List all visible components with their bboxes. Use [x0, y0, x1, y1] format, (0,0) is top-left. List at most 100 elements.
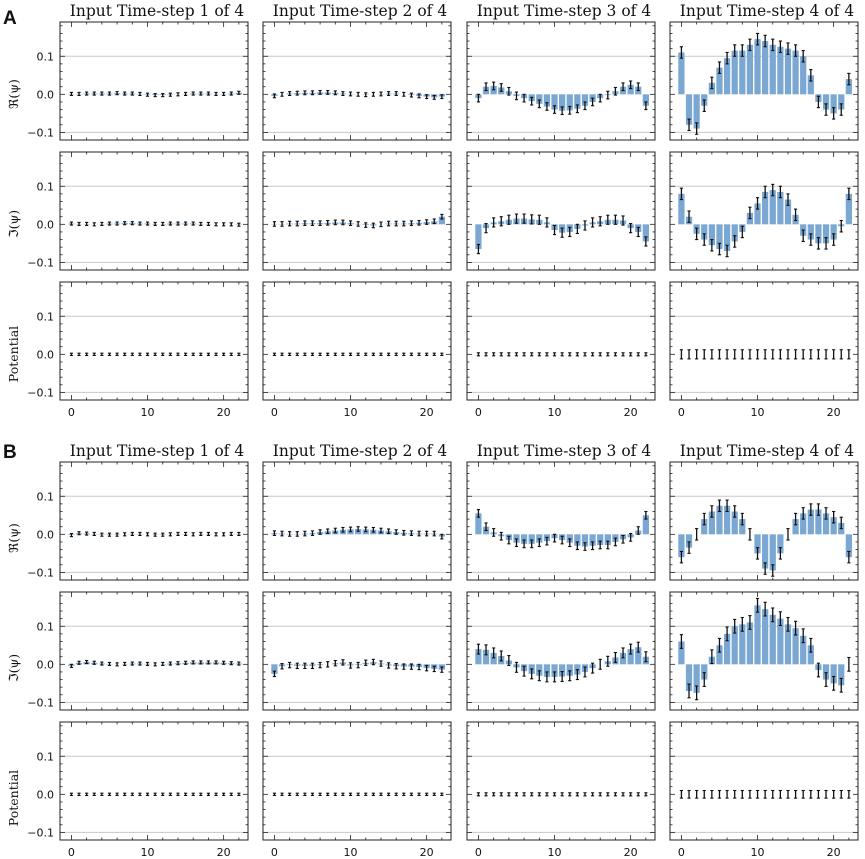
bar	[723, 505, 731, 535]
bar	[490, 652, 497, 665]
bar	[807, 75, 814, 95]
subplot-a-real-3	[466, 21, 656, 141]
bar	[475, 224, 482, 250]
x-tick-label: 20	[217, 406, 231, 419]
bar	[678, 193, 685, 225]
bar	[678, 641, 685, 665]
bar	[543, 664, 551, 677]
subplot-a-potential-3: 0 10 20	[466, 281, 656, 419]
bar	[685, 534, 693, 548]
bar	[822, 513, 830, 535]
bar	[716, 67, 723, 95]
bar	[723, 58, 731, 95]
ylabel-b-real: ℜ(ψ)	[6, 523, 21, 553]
y-tick-label: 0.0	[37, 788, 55, 801]
bar	[777, 191, 784, 225]
x-tick-label: 0	[271, 846, 278, 859]
axes-frame	[59, 721, 249, 841]
bar	[566, 94, 573, 111]
x-tick-label: 10	[548, 846, 562, 859]
bar	[845, 193, 852, 225]
bar	[830, 94, 837, 114]
bar	[762, 191, 769, 225]
bar	[701, 519, 708, 535]
bar	[716, 645, 723, 665]
y-tick-label: −0.1	[27, 566, 54, 579]
axes-frame	[669, 21, 859, 141]
x-tick-label: 0	[678, 846, 685, 859]
x-tick-label: 10	[751, 846, 765, 859]
axes-frame	[669, 721, 859, 841]
bar	[754, 534, 761, 554]
bar	[746, 44, 754, 95]
bar	[838, 94, 845, 110]
axes-frame	[59, 461, 249, 581]
bar	[807, 645, 814, 665]
x-tick-label: 0	[271, 406, 278, 419]
subplot-a-imag-1: 0.1 0.0 −0.1	[27, 151, 249, 271]
col-title-b-2: Input Time-step 2 of 4	[273, 442, 448, 460]
subplot-a-real-2	[262, 21, 452, 141]
y-tick-label: 0.1	[37, 490, 55, 503]
bar	[604, 534, 611, 545]
bar	[708, 511, 715, 535]
bar	[739, 624, 746, 665]
bar	[731, 50, 738, 95]
y-tick-label: 0.0	[37, 88, 55, 101]
y-tick-label: 0.1	[37, 50, 55, 63]
subplot-b-potential-1: 0.1 0.0 −0.1 0 10 20	[27, 721, 249, 859]
x-tick-label: 20	[217, 846, 231, 859]
axes-frame	[466, 461, 656, 581]
bar	[627, 649, 634, 665]
bar	[762, 41, 769, 95]
subplot-b-imag-1: 0.1 0.0 −0.1	[27, 591, 249, 711]
bar	[807, 224, 814, 240]
axes-frame	[466, 151, 656, 271]
ylabel-b-potential: Potential	[6, 770, 21, 826]
bar	[723, 633, 731, 665]
y-tick-label: −0.1	[27, 696, 54, 709]
bar	[769, 190, 776, 225]
bar	[777, 46, 784, 95]
x-tick-label: 0	[475, 846, 482, 859]
x-tick-label: 10	[344, 406, 358, 419]
bar	[739, 519, 746, 535]
bar	[559, 94, 566, 111]
bar	[574, 94, 581, 109]
bar	[769, 534, 776, 571]
x-tick-label: 20	[624, 406, 638, 419]
y-tick-label: 0.1	[37, 620, 55, 633]
bar	[520, 534, 528, 544]
y-tick-label: −0.1	[27, 386, 54, 399]
bar	[800, 513, 807, 535]
x-tick-label: 20	[827, 846, 841, 859]
bar	[475, 649, 482, 665]
col-title-a-4: Input Time-step 4 of 4	[680, 2, 855, 20]
bar	[777, 618, 784, 665]
bar	[642, 515, 649, 535]
subplot-a-real-4	[669, 21, 859, 141]
y-tick-label: −0.1	[27, 826, 54, 839]
subplot-a-imag-4	[669, 151, 859, 271]
bar	[708, 224, 715, 246]
y-tick-label: −0.1	[27, 126, 54, 139]
bar	[438, 216, 445, 225]
axes-frame	[59, 281, 249, 401]
subplot-b-potential-3: 0 10 20	[466, 721, 656, 859]
axes-frame	[262, 721, 452, 841]
axes-frame	[669, 151, 859, 271]
y-tick-label: 0.0	[37, 348, 55, 361]
axes-frame	[669, 281, 859, 401]
bar	[475, 513, 482, 535]
bar	[551, 664, 558, 677]
axes-frame	[466, 721, 656, 841]
subplot-b-real-3	[466, 461, 656, 581]
y-tick-label: 0.0	[37, 528, 55, 541]
axes-frame	[262, 591, 452, 711]
bar	[723, 224, 731, 251]
axes-frame	[59, 151, 249, 271]
col-title-a-1: Input Time-step 1 of 4	[70, 2, 245, 20]
subplot-a-potential-1: 0.1 0.0 −0.1 0 10 20	[27, 281, 249, 419]
axes-frame	[262, 151, 452, 271]
y-tick-label: 0.1	[37, 750, 55, 763]
